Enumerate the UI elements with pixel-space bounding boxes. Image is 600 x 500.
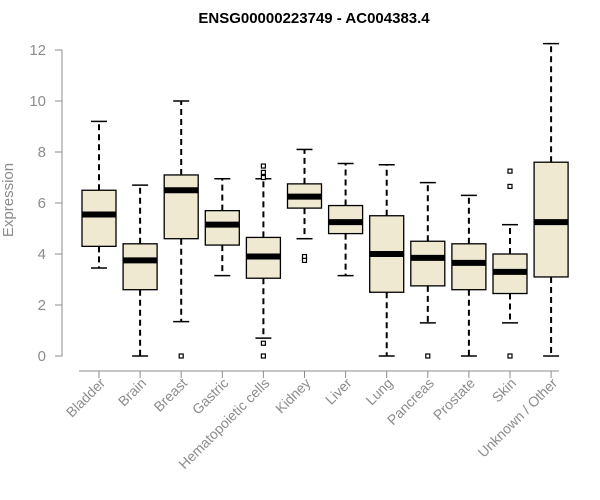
outlier-point [301, 257, 308, 263]
outlier-point [425, 353, 431, 359]
y-tick-label: 4 [38, 246, 46, 263]
y-tick-label: 8 [38, 144, 46, 161]
chart-title: ENSG00000223749 - AC004383.4 [198, 10, 430, 27]
box-iqr [122, 243, 158, 291]
box-brain [122, 184, 158, 357]
y-axis: 0 2 4 6 8 10 12 [29, 42, 62, 365]
box-kidney [286, 148, 323, 263]
x-tick-label: Kidney [272, 375, 314, 417]
outlier-point [178, 353, 184, 359]
x-tick-label: Liver [322, 375, 355, 408]
y-tick-label: 0 [38, 348, 46, 365]
box-gastric [204, 178, 240, 277]
outlier-point [507, 353, 513, 359]
box-lung [369, 164, 405, 357]
outlier-point [260, 174, 266, 181]
box-iqr [410, 240, 446, 287]
box-iqr [451, 243, 487, 291]
boxplot-series [81, 42, 569, 359]
outlier-point [507, 168, 513, 174]
box-skin [492, 168, 528, 359]
x-tick-label: Brain [115, 375, 149, 409]
box-bladder [81, 120, 117, 269]
y-axis-title: Expression [0, 163, 17, 237]
box-pancreas [410, 181, 446, 359]
box-unknown-other [533, 42, 569, 357]
outlier-point [260, 169, 266, 175]
x-tick-label: Bladder [63, 375, 109, 421]
outlier-point [260, 340, 266, 346]
box-iqr [163, 174, 199, 240]
box-hematopoietic-cells [245, 163, 282, 359]
box-prostate [451, 194, 487, 357]
x-tick-label: Prostate [430, 375, 478, 423]
box-liver [327, 162, 364, 277]
outlier-point [260, 163, 266, 169]
box-breast [163, 100, 199, 359]
outlier-point [507, 183, 513, 190]
x-tick-label: Skin [489, 375, 520, 406]
box-iqr [204, 209, 240, 246]
x-tick-label: Breast [150, 375, 190, 415]
x-tick-label: Lung [362, 375, 395, 408]
y-tick-label: 2 [38, 297, 46, 314]
y-tick-label: 12 [29, 42, 46, 59]
y-tick-label: 10 [29, 93, 46, 110]
y-tick-label: 6 [38, 195, 46, 212]
box-iqr [81, 189, 117, 247]
outlier-point [260, 353, 266, 359]
